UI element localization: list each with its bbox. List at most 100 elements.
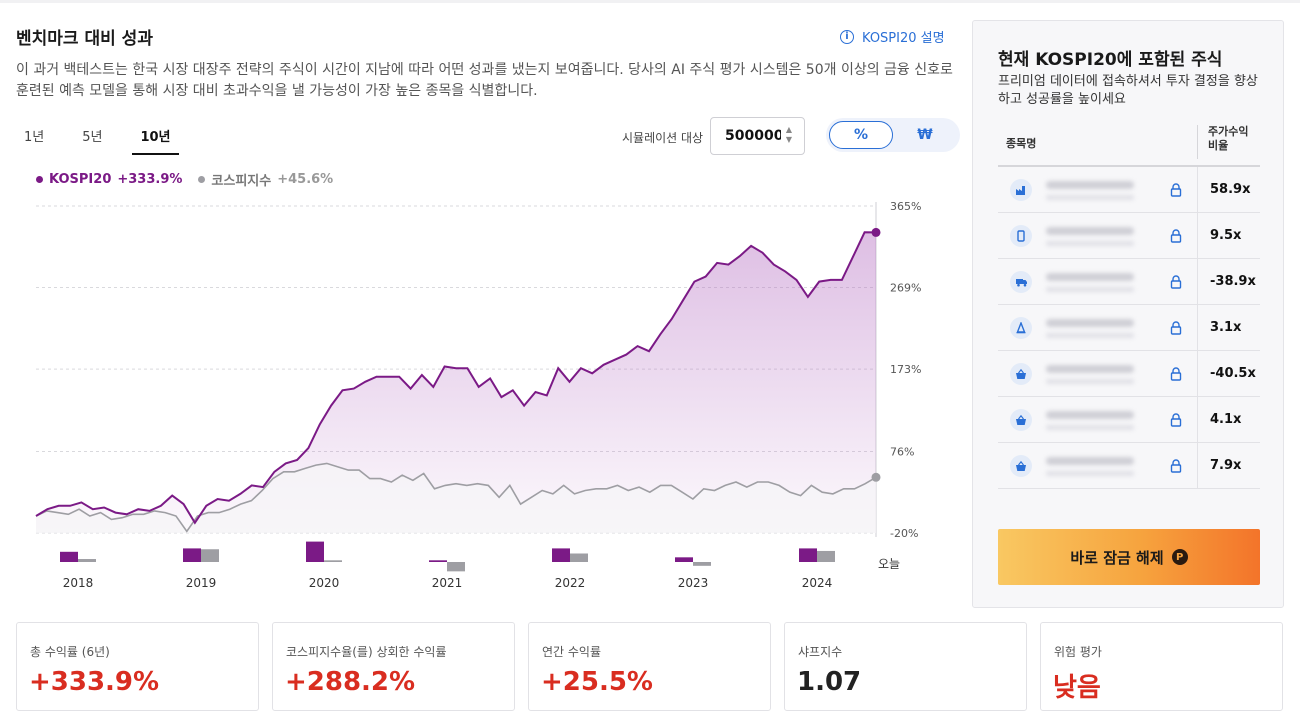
toggle-percent[interactable]: % [829,121,893,149]
unit-toggle: % ₩ [826,118,960,152]
lock-icon[interactable] [1170,458,1182,477]
hidden-stock-code [1046,333,1134,338]
index-area [36,463,876,533]
legend-kospi20-name: KOSPI20 [49,172,112,187]
bar-kospi20 [183,548,201,562]
legend-index-value: +45.6% [277,172,334,187]
hidden-stock-code [1046,287,1134,292]
x-tick-label-today: 오늘 [878,557,900,571]
lock-icon[interactable] [1170,182,1182,201]
bar-index [570,553,588,562]
tab-10y[interactable]: 10년 [132,126,179,155]
chart-legend: KOSPI20 +333.9% 코스피지수 +45.6% [36,170,333,189]
stat-label: 연간 수익률 [542,645,602,659]
holding-row[interactable]: 3.1x [998,305,1260,351]
bar-kospi20 [675,557,693,562]
holding-row[interactable]: 9.5x [998,213,1260,259]
basket-icon [1010,409,1032,431]
pe-ratio: 9.5x [1197,213,1260,258]
lock-icon[interactable] [1170,320,1182,339]
bar-index [201,549,219,562]
explain-link-label: KOSPI20 설명 [862,31,945,46]
x-tick-label: 2021 [432,576,463,590]
hidden-stock-name [1046,457,1134,465]
bar-index [693,562,711,566]
lock-icon[interactable] [1170,412,1182,431]
bar-kospi20 [429,560,447,562]
pe-ratio: 58.9x [1197,167,1260,212]
pe-ratio: 7.9x [1197,443,1260,488]
y-tick-label: 173% [890,363,921,376]
lock-icon[interactable] [1170,366,1182,385]
stat-card-total-return: 총 수익률 (6년) +333.9% [16,622,259,711]
bar-kospi20 [799,548,817,562]
hidden-stock-code [1046,195,1134,200]
hidden-stock-name [1046,227,1134,235]
premium-icon: P [1171,549,1188,565]
bar-index [447,562,465,572]
toggle-won[interactable]: ₩ [917,127,933,143]
panel-subtitle: 프리미엄 데이터에 접속하셔서 투자 결정을 향상하고 성공률을 높이세요 [998,74,1258,107]
top-divider [0,0,1300,3]
stat-value: +333.9% [29,667,160,697]
stat-value: +25.5% [541,667,653,697]
tab-1y[interactable]: 1년 [24,130,45,145]
y-tick-label: 365% [890,200,921,213]
col-ratio: 주가수익비율 [1197,125,1257,159]
index-end-point [871,472,881,482]
unlock-button-label: 바로 잠금 해제 [1070,548,1164,567]
bar-kospi20 [60,551,78,562]
step-up-icon[interactable]: ▲ [785,125,792,134]
stat-card-annual-return: 연간 수익률 +25.5% [528,622,771,711]
pe-ratio: 4.1x [1197,397,1260,442]
lock-icon[interactable] [1170,274,1182,293]
amount-stepper[interactable]: ▲ ▼ [786,126,792,144]
legend-index: 코스피지수 +45.6% [198,170,333,189]
holding-row[interactable]: 7.9x [998,443,1260,489]
pe-ratio: 3.1x [1197,305,1260,350]
bar-index [324,560,342,562]
y-tick-label: -20% [890,527,918,540]
legend-kospi20-value: +333.9% [117,172,183,187]
x-tick-label: 2024 [802,576,833,590]
stat-card-sharpe-ratio: 샤프지수 1.07 [784,622,1027,711]
basket-icon [1010,363,1032,385]
holding-row[interactable]: -38.9x [998,259,1260,305]
bar-kospi20 [306,541,324,562]
stat-value: +288.2% [285,667,416,697]
panel-title: 현재 KOSPI20에 포함된 주식 [998,50,1223,70]
hidden-stock-code [1046,471,1134,476]
stat-card-excess-return: 코스피지수율(를) 상회한 수익률 +288.2% [272,622,515,711]
phone-icon [1010,225,1032,247]
description: 이 과거 백테스트는 한국 시장 대장주 전략의 주식이 시간이 지남에 따라 … [16,62,953,99]
simulation-amount-input[interactable] [711,128,781,144]
info-icon: i [840,29,854,44]
kospi20-explain-link[interactable]: i KOSPI20 설명 [840,27,945,46]
truck-icon [1010,271,1032,293]
unlock-button[interactable]: 바로 잠금 해제 P [998,529,1260,585]
y-tick-label: 269% [890,282,921,295]
stat-label: 코스피지수율(를) 상회한 수익률 [286,645,447,659]
page-title: 벤치마크 대비 성과 [16,29,153,49]
legend-dot-kospi20 [36,176,43,183]
holding-row[interactable]: 58.9x [998,167,1260,213]
factory-icon [1010,179,1032,201]
step-down-icon[interactable]: ▼ [785,135,792,144]
x-tick-label: 2019 [186,576,217,590]
stat-label: 위험 평가 [1054,645,1102,659]
legend-index-name: 코스피지수 [211,174,272,189]
stat-value: 낮음 [1053,673,1101,703]
holding-row[interactable]: 4.1x [998,397,1260,443]
tab-5y[interactable]: 5년 [82,130,103,145]
hidden-stock-name [1046,319,1134,327]
x-tick-label: 2018 [63,576,94,590]
basket-icon [1010,455,1032,477]
hidden-stock-code [1046,379,1134,384]
pe-ratio: -38.9x [1197,259,1260,304]
stat-value: 1.07 [797,667,862,697]
y-tick-label: 76% [890,445,914,458]
holding-row[interactable]: -40.5x [998,351,1260,397]
lock-icon[interactable] [1170,228,1182,247]
period-tabs: 1년 5년 10년 [16,126,201,155]
